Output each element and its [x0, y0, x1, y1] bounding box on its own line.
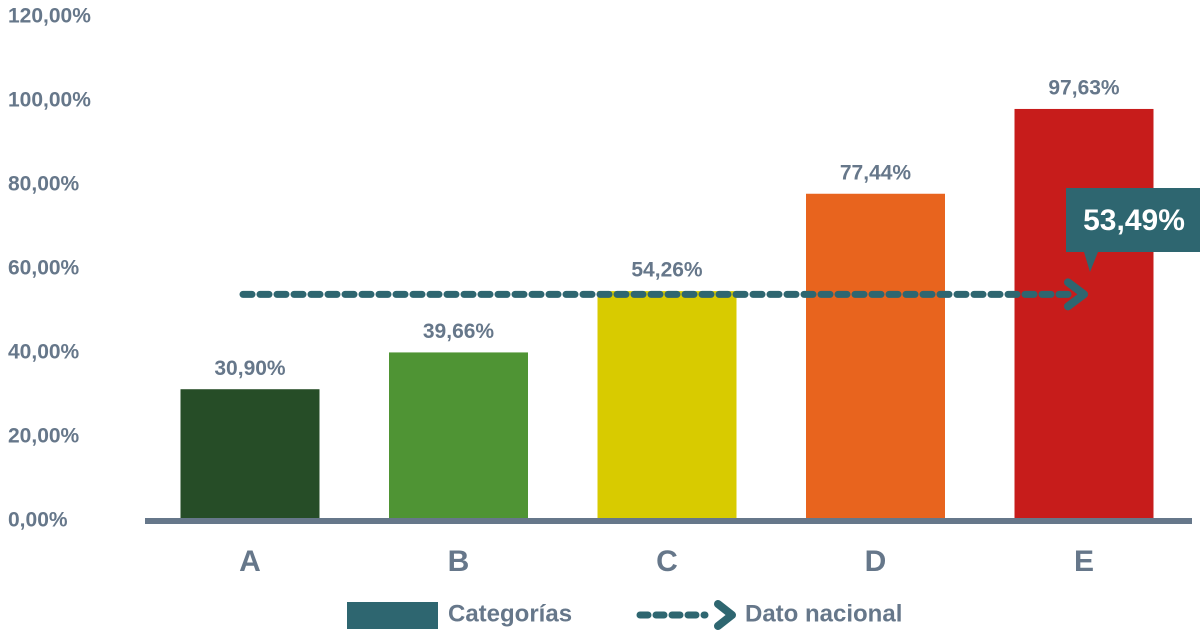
y-tick-label: 120,00% [8, 5, 91, 28]
y-tick-label: 100,00% [8, 89, 91, 112]
y-tick-label: 0,00% [8, 509, 68, 532]
bar [180, 389, 320, 519]
y-tick-label: 20,00% [8, 425, 80, 448]
legend-swatch [347, 602, 438, 629]
callout-label: 53,49% [1083, 204, 1185, 237]
bar [597, 291, 737, 519]
value-label: 97,63% [1048, 77, 1120, 100]
bar [806, 193, 945, 519]
callout [1066, 188, 1200, 272]
y-tick-label: 40,00% [8, 341, 80, 364]
bar [389, 352, 528, 519]
x-tick-label: A [239, 545, 261, 578]
value-label: 30,90% [214, 357, 286, 380]
value-label: 39,66% [423, 320, 495, 343]
legend-arrow [714, 600, 736, 630]
value-label: 54,26% [631, 259, 703, 282]
legend-label: Dato nacional [745, 600, 902, 627]
x-tick-label: E [1074, 545, 1094, 578]
bar [1014, 108, 1154, 519]
x-tick-label: D [865, 545, 887, 578]
y-tick-label: 80,00% [8, 173, 80, 196]
legend-label: Categorías [448, 600, 572, 627]
reference-arrow [1064, 278, 1088, 311]
y-tick-label: 60,00% [8, 257, 80, 280]
value-label: 77,44% [840, 161, 912, 184]
x-tick-label: C [656, 545, 678, 578]
x-tick-label: B [448, 545, 470, 578]
